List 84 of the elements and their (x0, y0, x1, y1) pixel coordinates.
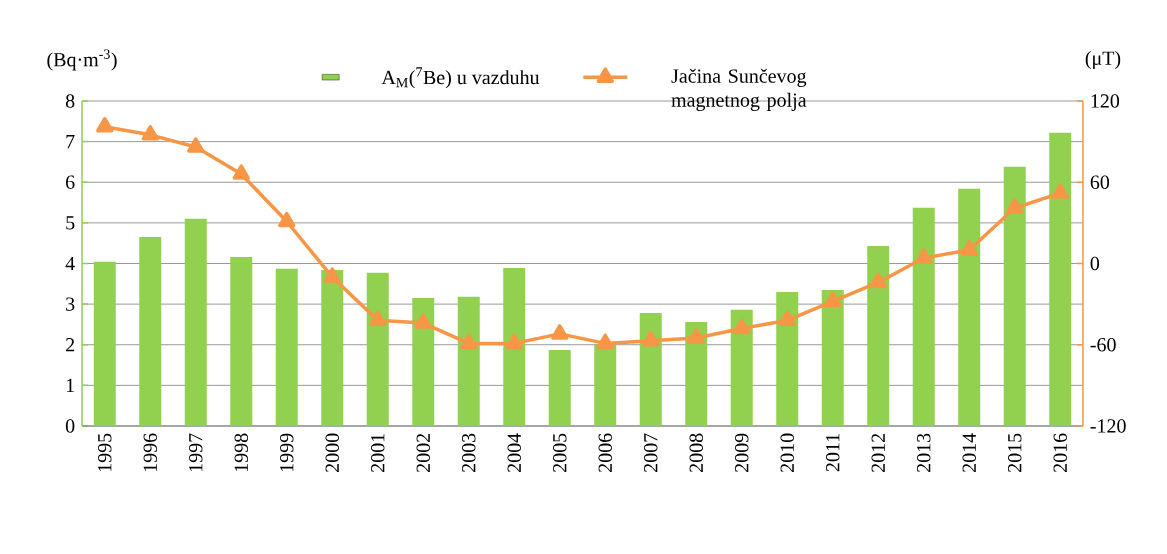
y-tick-label: 0 (65, 419, 75, 433)
bar (685, 321, 708, 426)
y-tick-label: 4 (65, 256, 75, 271)
x-tick-label: 2005 (553, 433, 567, 472)
bar (912, 207, 935, 426)
point (414, 313, 432, 329)
point (1051, 183, 1069, 199)
point (1006, 198, 1024, 214)
x-tick-label: 2014 (962, 433, 976, 472)
bar (184, 218, 207, 426)
point (687, 328, 705, 344)
bar (366, 272, 389, 426)
x-tick-label: 1997 (189, 433, 203, 472)
x-tick-label: 1999 (280, 433, 294, 472)
bar (821, 289, 844, 426)
y-tick-label: 5 (66, 216, 75, 230)
point (642, 330, 660, 347)
y-axis-title: (Bq·m$^{-3}$) (47, 49, 117, 71)
x-tick-label: 2004 (507, 433, 521, 472)
bar (503, 267, 526, 426)
point (505, 333, 523, 350)
bar (639, 313, 662, 426)
x-tick-label: 1996 (143, 433, 157, 472)
y2-tick-label: 120 (1091, 94, 1120, 108)
x-tick-label: 2016 (1053, 433, 1067, 472)
x-tick-label: 2013 (916, 433, 931, 472)
bar (730, 309, 753, 426)
legend-label: Jačina Sunčevog magnetnog polja (671, 68, 807, 111)
point (869, 272, 887, 289)
y-tick-label: 8 (65, 94, 75, 108)
bar (230, 256, 253, 426)
x-tick-label: 2007 (643, 433, 658, 472)
y-tick-label: 2 (66, 338, 75, 352)
y2-tick-label: -120 (1090, 419, 1126, 433)
point (323, 267, 341, 283)
bar (412, 298, 435, 426)
x-tick-label: 2012 (871, 433, 885, 472)
bar (548, 350, 571, 426)
x-tick-label: 2011 (825, 434, 840, 472)
legend-label: A$_{M}$($^{7}$Be) u vazduhu (381, 67, 540, 89)
x-tick-label: 2006 (598, 433, 612, 472)
x-tick-label: 2002 (416, 433, 430, 472)
y-tick-label: 7 (66, 135, 75, 149)
bar (1003, 166, 1026, 426)
point (596, 333, 614, 350)
point (187, 137, 205, 153)
point (960, 240, 978, 256)
y-tick-label: 1 (66, 378, 74, 392)
bar (1049, 132, 1072, 426)
point (278, 211, 296, 228)
point (778, 310, 796, 327)
x-tick-label: 2015 (1007, 433, 1022, 472)
bar (457, 296, 480, 426)
bar (321, 269, 344, 426)
y-tick-label: 6 (66, 175, 75, 189)
point (141, 125, 159, 141)
bar (275, 268, 298, 426)
point (96, 116, 114, 133)
bar (776, 291, 799, 426)
y2-tick-label: 0 (1090, 256, 1100, 271)
x-tick-label: 2009 (734, 433, 749, 472)
x-tick-label: 2008 (689, 433, 703, 472)
bar (958, 188, 981, 426)
x-tick-label: 2001 (371, 434, 385, 472)
x-tick-label: 1995 (98, 433, 112, 472)
point (915, 248, 933, 264)
bar (594, 344, 617, 426)
point (551, 324, 569, 340)
bar (93, 261, 116, 426)
point (232, 164, 250, 180)
bar (867, 246, 890, 426)
y2-tick-label: -60 (1090, 337, 1116, 352)
y2-axis-title: (μT) (1085, 50, 1121, 70)
bar (139, 237, 162, 426)
point (369, 310, 387, 327)
y2-tick-label: 60 (1090, 175, 1110, 189)
x-tick-label: 2000 (325, 433, 339, 472)
x-tick-label: 2010 (780, 433, 794, 472)
point (460, 333, 478, 350)
x-tick-label: 2003 (462, 433, 476, 472)
x-tick-label: 1998 (234, 433, 248, 472)
point (733, 318, 751, 335)
y-tick-label: 3 (66, 297, 75, 311)
point (824, 291, 842, 308)
